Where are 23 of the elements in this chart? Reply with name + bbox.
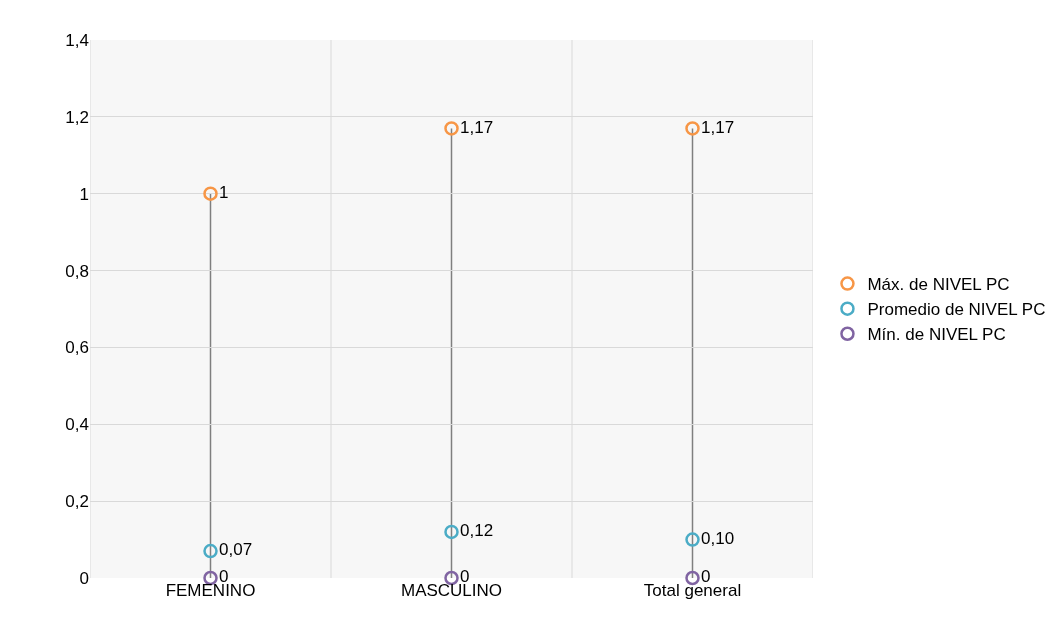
point — [444, 524, 459, 540]
y-tick-label: 0 — [79, 568, 89, 588]
data-label: 0,07 — [219, 540, 253, 560]
y-tick-label: 0,4 — [65, 415, 89, 435]
y-tick-label: 0,8 — [65, 261, 89, 281]
point — [685, 121, 700, 136]
y-tick-label: 1,2 — [65, 107, 89, 127]
point — [685, 532, 700, 547]
point — [444, 121, 459, 136]
data-label: 1 — [219, 182, 229, 202]
y-tick-label: 0,6 — [65, 338, 89, 358]
data-label: 1,17 — [460, 117, 494, 137]
data-label: 0,10 — [701, 528, 735, 548]
legend-label: Promedio de NIVEL PC — [867, 300, 1046, 320]
y-tick-label: 1,4 — [65, 30, 89, 50]
y-tick-label: 0,2 — [65, 492, 89, 512]
legend-label: Máx. de NIVEL PC — [867, 275, 1010, 295]
data-label: 0,12 — [460, 521, 494, 541]
y-tick-label: 1 — [79, 184, 89, 204]
legend-label: Mín. de NIVEL PC — [867, 325, 1006, 345]
point — [203, 186, 218, 201]
data-label: 1,17 — [701, 117, 735, 137]
point — [203, 543, 218, 559]
